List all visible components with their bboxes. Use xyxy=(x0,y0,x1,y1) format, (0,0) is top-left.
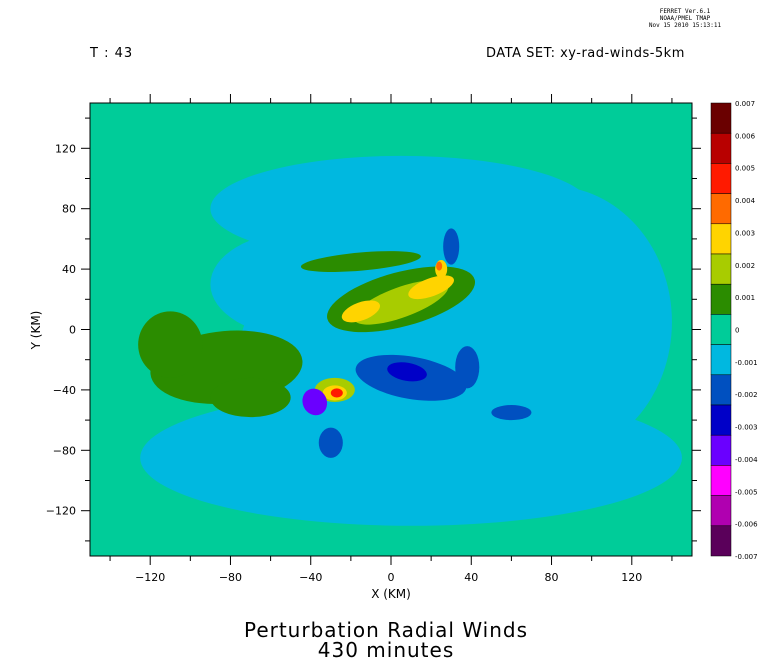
colorbar-swatch xyxy=(710,344,732,376)
ferret-version-stamp: FERRET Ver.6.1 NOAA/PMEL TMAP Nov 15 201… xyxy=(612,8,758,29)
colorbar-label: -0.002 xyxy=(735,391,758,399)
colorbar-swatch xyxy=(710,193,732,225)
positive-west-south-lobe xyxy=(210,377,291,418)
colorbar-label: -0.001 xyxy=(735,359,758,367)
ferret-date: Nov 15 2010 15:13:11 xyxy=(648,22,722,29)
colorbar-swatch xyxy=(710,163,732,194)
strong-positive-spot xyxy=(330,388,343,398)
x-tick-label: −40 xyxy=(299,571,322,584)
y-axis-label: Y (KM) xyxy=(29,311,43,351)
x-tick-label: 40 xyxy=(464,571,478,584)
colorbar-swatch xyxy=(710,314,732,345)
colorbar-swatch xyxy=(710,404,732,436)
x-tick-label: −80 xyxy=(219,571,242,584)
ferret-org: NOAA/PMEL TMAP xyxy=(659,15,711,22)
x-tick-label: 80 xyxy=(545,571,559,584)
plot-axes: −120 −80 −40 0 40 80 120 −120 −80 −40 0 40 80 120 xyxy=(46,94,701,584)
positive-north-arc xyxy=(300,251,421,272)
colorbar-label: -0.006 xyxy=(735,521,758,529)
y-tick-label: −40 xyxy=(53,384,76,397)
x-tick-label: 0 xyxy=(388,571,395,584)
contour-field xyxy=(90,103,692,556)
chart-subtitle: 430 minutes xyxy=(317,638,455,662)
strong-negative-spot xyxy=(302,388,328,416)
colorbar-swatch xyxy=(710,374,732,406)
y-tick-label: −120 xyxy=(46,505,76,518)
dataset-label: DATA SET: xy-rad-winds-5km xyxy=(486,46,685,61)
colorbar-swatch xyxy=(710,465,732,496)
y-tick-label: −80 xyxy=(53,444,76,457)
colorbar: 0.007 0.006 0.005 0.004 0.003 0.002 0.001 0 -0.0… xyxy=(710,100,758,561)
negative-southeast-patch xyxy=(491,405,532,421)
colorbar-swatch xyxy=(710,102,732,134)
y-tick-label: 40 xyxy=(62,263,76,276)
x-tick-label: 120 xyxy=(621,571,642,584)
colorbar-label: 0.002 xyxy=(735,262,755,270)
colorbar-label: 0.007 xyxy=(735,100,755,108)
y-tick-label: 80 xyxy=(62,203,76,216)
positive-spot-orange xyxy=(436,261,443,271)
colorbar-label: 0.001 xyxy=(735,294,755,302)
colorbar-swatch xyxy=(710,495,732,527)
colorbar-swatch xyxy=(710,434,732,466)
negative-north-streak xyxy=(443,228,460,265)
colorbar-label: 0.005 xyxy=(735,165,755,173)
negative-east-streak xyxy=(455,346,480,389)
ferret-version: FERRET Ver.6.1 xyxy=(659,8,711,15)
positive-west-lobe xyxy=(138,311,203,378)
colorbar-swatch xyxy=(710,223,732,255)
y-tick-label: 120 xyxy=(55,142,76,155)
negative-south-central-dark xyxy=(387,362,427,382)
colorbar-swatch xyxy=(710,132,732,164)
positive-core-yellow-west xyxy=(341,300,381,323)
colorbar-label: -0.007 xyxy=(735,553,758,561)
positive-core-yellow xyxy=(408,275,454,300)
colorbar-label: 0.006 xyxy=(735,132,756,140)
colorbar-swatch xyxy=(710,525,732,557)
colorbar-swatch xyxy=(710,253,732,285)
chart-title: Perturbation Radial Winds xyxy=(243,618,529,642)
y-tick-label: 0 xyxy=(69,324,76,337)
colorbar-swatch xyxy=(710,283,732,315)
colorbar-label: 0.004 xyxy=(735,197,756,205)
x-axis-label: X (KM) xyxy=(371,587,411,601)
x-tick-label: −120 xyxy=(135,571,165,584)
colorbar-label: 0 xyxy=(735,327,739,335)
colorbar-label: 0.003 xyxy=(735,229,755,237)
negative-south-tail xyxy=(318,427,343,458)
time-step-label: T : 43 xyxy=(90,46,134,61)
colorbar-label: -0.005 xyxy=(735,488,758,496)
colorbar-label: -0.003 xyxy=(735,424,758,432)
colorbar-label: -0.004 xyxy=(735,456,758,464)
